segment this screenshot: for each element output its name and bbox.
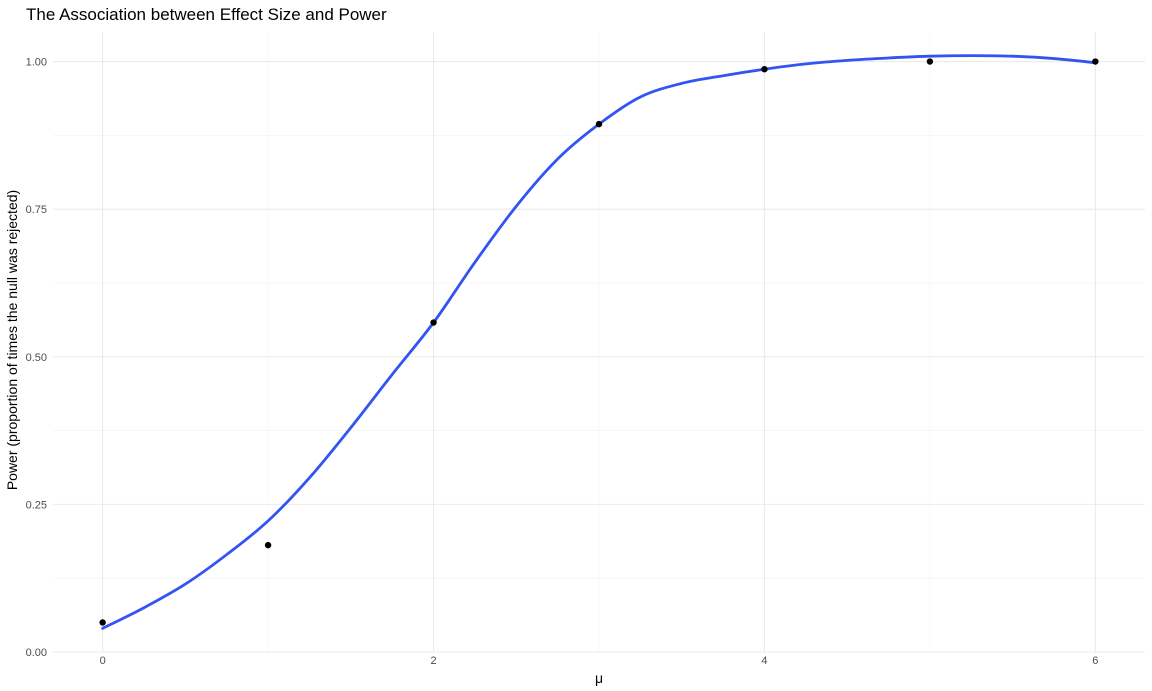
x-axis-title: μ bbox=[595, 670, 603, 686]
data-point bbox=[264, 541, 272, 549]
y-tick-label: 0.75 bbox=[26, 204, 47, 216]
x-tick-label: 0 bbox=[100, 655, 106, 667]
data-point bbox=[99, 619, 106, 626]
data-point bbox=[1092, 58, 1099, 65]
x-tick-label: 6 bbox=[1092, 655, 1098, 667]
smooth-trend-line bbox=[101, 54, 1097, 630]
data-point bbox=[761, 66, 768, 73]
data-point bbox=[430, 319, 437, 326]
y-tick-label: 0.00 bbox=[26, 647, 47, 659]
data-points-layer bbox=[99, 58, 1099, 626]
y-tick-label: 1.00 bbox=[26, 57, 47, 69]
y-tick-label: 0.25 bbox=[26, 499, 47, 511]
data-point bbox=[595, 120, 603, 128]
minor-gridlines bbox=[53, 32, 1145, 652]
y-tick-label: 0.50 bbox=[26, 352, 47, 364]
y-axis-tick-labels: 0.00 0.25 0.50 0.75 1.00 bbox=[26, 57, 47, 659]
chart-title: The Association between Effect Size and … bbox=[26, 5, 387, 24]
x-tick-label: 2 bbox=[430, 655, 436, 667]
smooth-curve-layer bbox=[101, 54, 1097, 630]
x-tick-label: 4 bbox=[761, 655, 767, 667]
y-axis-title: Power (proportion of times the null was … bbox=[4, 190, 20, 490]
x-axis-tick-labels: 0 2 4 6 bbox=[100, 655, 1099, 667]
major-gridlines bbox=[53, 32, 1145, 653]
data-point bbox=[926, 58, 934, 65]
